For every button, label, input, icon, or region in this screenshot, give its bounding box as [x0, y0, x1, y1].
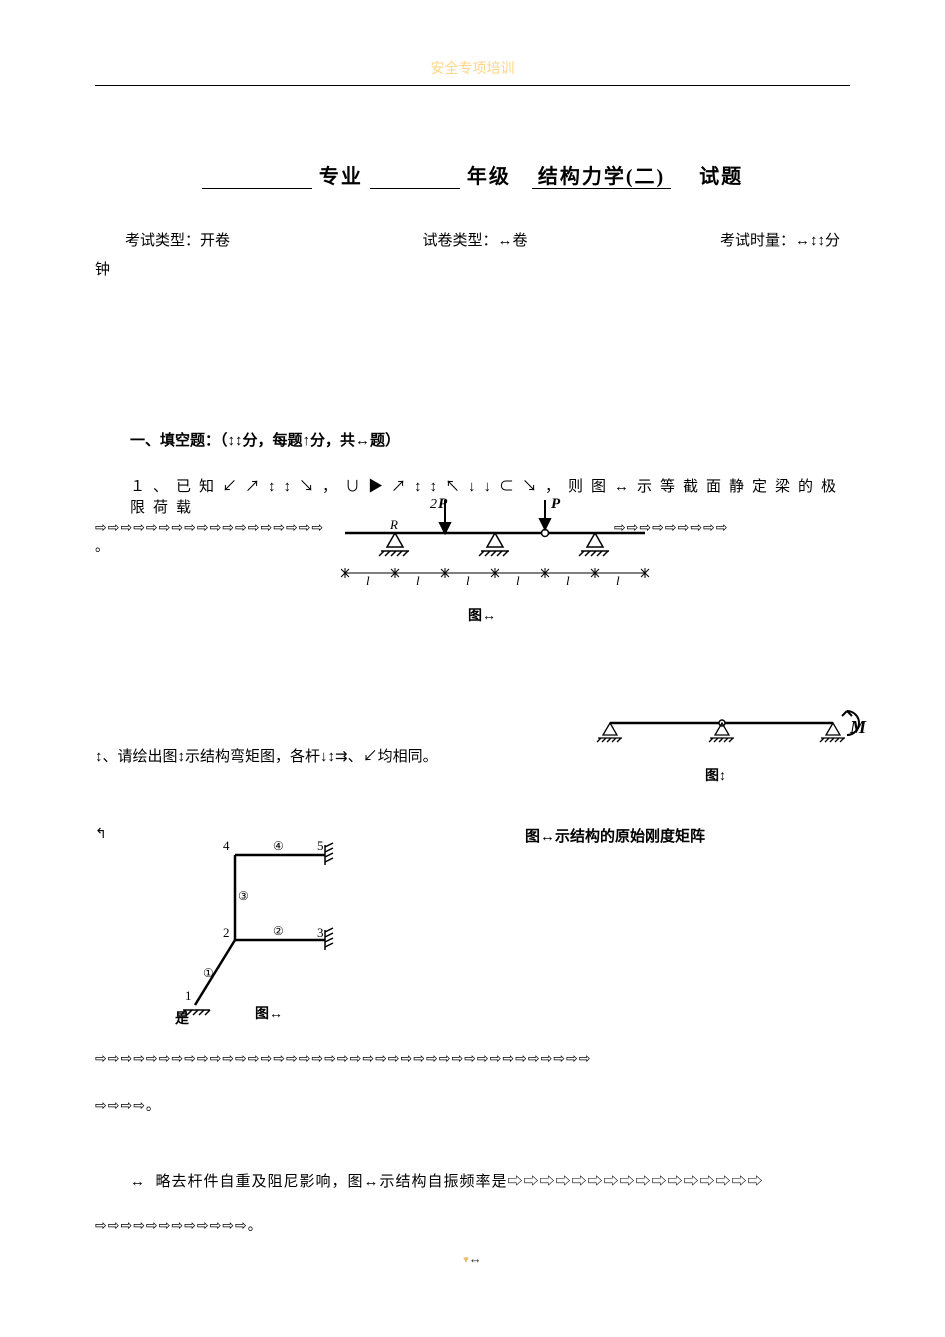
- svg-text:5: 5: [317, 838, 324, 853]
- svg-text:①: ①: [203, 966, 214, 980]
- svg-text:P: P: [438, 496, 448, 512]
- q2b-arrow-icon: ↰: [95, 825, 107, 842]
- q3-text: 略去杆件自重及阻尼影响，图↔示结构自振频率是⇨⇨⇨⇨⇨⇨⇨⇨⇨⇨⇨⇨⇨⇨⇨⇨: [156, 1174, 764, 1190]
- minute-suffix: 钟: [95, 258, 850, 279]
- q1-arr-pre: ⇨⇨⇨⇨⇨⇨⇨⇨⇨⇨⇨⇨⇨⇨⇨⇨⇨⇨: [95, 519, 324, 535]
- figure-1-label: 图↔: [468, 605, 496, 625]
- moment-m-label: M: [850, 717, 866, 738]
- dur-unit1: 分: [825, 233, 840, 249]
- major-label: 专业: [319, 166, 363, 188]
- dur-label: 考试时量：: [720, 233, 795, 249]
- svg-text:l: l: [516, 573, 520, 588]
- svg-text:2: 2: [430, 497, 437, 512]
- svg-text:l: l: [566, 573, 570, 588]
- q1-period: 。: [95, 540, 110, 555]
- figure-3-frame: 1 2 3 4 5 ① ② ③ ④: [175, 820, 385, 1020]
- paper-sym: ↔: [497, 232, 512, 249]
- dur-sym: ↔↕↕: [795, 232, 825, 249]
- figure-2-label: 图↕: [705, 765, 726, 785]
- major-blank: [202, 171, 312, 189]
- svg-text:l: l: [416, 573, 420, 588]
- svg-text:3: 3: [317, 925, 324, 940]
- page-content: 专业 年级 结构力学(二) 试题 考试类型：开卷 试卷类型：↔卷 考试时量：↔↕…: [95, 160, 850, 556]
- exam-duration: 考试时量：↔↕↕分: [720, 229, 840, 250]
- question-2: ↕、请绘出图↕示结构弯矩图，各杆↓↕⇉、↙均相同。: [95, 745, 438, 766]
- exam-info: 考试类型：开卷 试卷类型：↔卷 考试时量：↔↕↕分: [95, 229, 850, 250]
- svg-text:P: P: [551, 496, 561, 512]
- blank-arrows-row-2: ⇨⇨⇨⇨⇨⇨⇨⇨⇨⇨⇨⇨⇨⇨⇨⇨⇨⇨⇨⇨⇨⇨⇨⇨⇨⇨⇨⇨⇨⇨⇨⇨⇨⇨⇨⇨⇨⇨⇨: [95, 1050, 592, 1067]
- svg-text:④: ④: [273, 839, 284, 853]
- figure-2-beam: [595, 705, 865, 755]
- page-number: ▾↔: [463, 1251, 482, 1267]
- svg-text:2: 2: [223, 925, 230, 940]
- svg-text:l: l: [366, 573, 370, 588]
- fig3-bottom-word: 是: [175, 1008, 189, 1028]
- course-name: 结构力学(二): [532, 166, 671, 189]
- svg-text:R: R: [389, 517, 398, 532]
- header-rule: [95, 85, 850, 86]
- grade-label: 年级: [467, 166, 511, 188]
- svg-text:l: l: [466, 573, 470, 588]
- figure-1-beam: 2 P P R l l l l l l: [335, 495, 655, 600]
- exam-type: 考试类型：开卷: [125, 229, 230, 250]
- blank-arrows-row-3: ⇨⇨⇨⇨。: [95, 1095, 161, 1115]
- watermark-text: 安全专项培训: [431, 58, 515, 78]
- title-row: 专业 年级 结构力学(二) 试题: [95, 160, 850, 189]
- grade-blank: [370, 171, 460, 189]
- svg-text:③: ③: [238, 889, 249, 903]
- paper-val: 卷: [512, 233, 527, 249]
- question-3: ↔ 略去杆件自重及阻尼影响，图↔示结构自振频率是⇨⇨⇨⇨⇨⇨⇨⇨⇨⇨⇨⇨⇨⇨⇨⇨: [130, 1170, 764, 1191]
- paper-type: 试卷类型：↔卷: [422, 229, 527, 250]
- paper-label: 试卷类型：: [422, 233, 497, 249]
- blank-arrows-row-4: ⇨⇨⇨⇨⇨⇨⇨⇨⇨⇨⇨⇨。: [95, 1215, 263, 1235]
- figure-3-label: 图↔: [255, 1003, 283, 1023]
- svg-text:l: l: [616, 573, 620, 588]
- q2b-text: 图↔示结构的原始刚度矩阵: [525, 825, 705, 846]
- svg-text:②: ②: [273, 924, 284, 938]
- q3-prefix-icon: ↔: [130, 1173, 146, 1190]
- title-suffix: 试题: [699, 166, 743, 188]
- page-num-value: ↔: [469, 1251, 482, 1266]
- section-1-heading: 一、填空题：（↕↕分，每题↑分，共↔题）: [95, 429, 850, 450]
- svg-text:1: 1: [185, 988, 192, 1003]
- svg-text:4: 4: [223, 838, 230, 853]
